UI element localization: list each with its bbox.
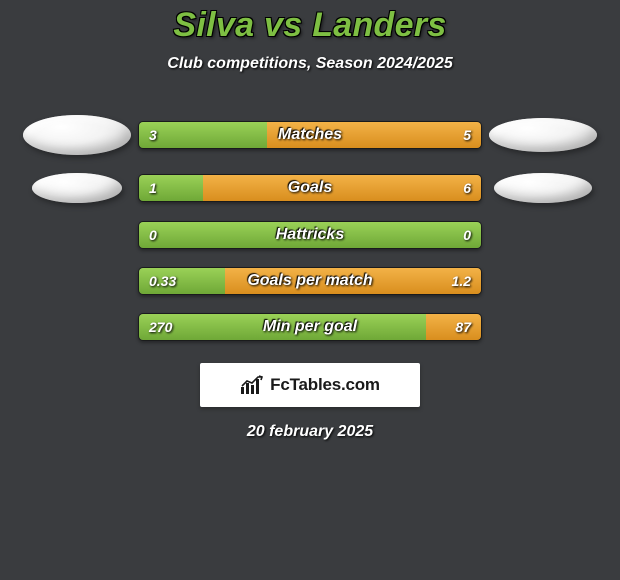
player-right-avatar — [494, 173, 592, 203]
snapshot-date: 20 february 2025 — [0, 423, 620, 441]
stat-bar-right-segment — [426, 314, 481, 340]
stat-bar: 0.331.2Goals per match — [138, 267, 482, 295]
player-right-avatar — [489, 118, 597, 152]
player-left-slot — [16, 173, 138, 203]
stat-bar: 00Hattricks — [138, 221, 482, 249]
stat-row: 0.331.2Goals per match — [0, 267, 620, 295]
player-left-avatar — [32, 173, 122, 203]
stat-bar-left-segment — [139, 122, 267, 148]
stats-list: 35Matches 16Goals 00Hattricks 0.331.2Goals … — [0, 115, 620, 341]
stat-row: 16Goals — [0, 173, 620, 203]
brand-chart-icon — [240, 375, 264, 395]
stat-bar-right-segment — [267, 122, 481, 148]
page-subtitle: Club competitions, Season 2024/2025 — [0, 55, 620, 73]
player-left-avatar — [23, 115, 131, 155]
stat-bar: 35Matches — [138, 121, 482, 149]
player-left-slot — [16, 115, 138, 155]
stat-bar-left-segment — [139, 268, 225, 294]
stat-bar: 16Goals — [138, 174, 482, 202]
brand-text: FcTables.com — [270, 375, 380, 395]
stat-bar-left-segment — [139, 175, 203, 201]
stat-bar-left-segment — [139, 314, 426, 340]
player-right-slot — [482, 173, 604, 203]
stat-row: 00Hattricks — [0, 221, 620, 249]
stat-bar-right-segment — [203, 175, 481, 201]
stat-row: 27087Min per goal — [0, 313, 620, 341]
stat-bar-left-segment — [139, 222, 481, 248]
stat-bar-right-segment — [225, 268, 482, 294]
page-title: Silva vs Landers — [0, 6, 620, 45]
player-right-slot — [482, 118, 604, 152]
comparison-card: Silva vs Landers Club competitions, Seas… — [0, 0, 620, 580]
stat-bar: 27087Min per goal — [138, 313, 482, 341]
brand-badge: FcTables.com — [200, 363, 420, 407]
stat-row: 35Matches — [0, 115, 620, 155]
